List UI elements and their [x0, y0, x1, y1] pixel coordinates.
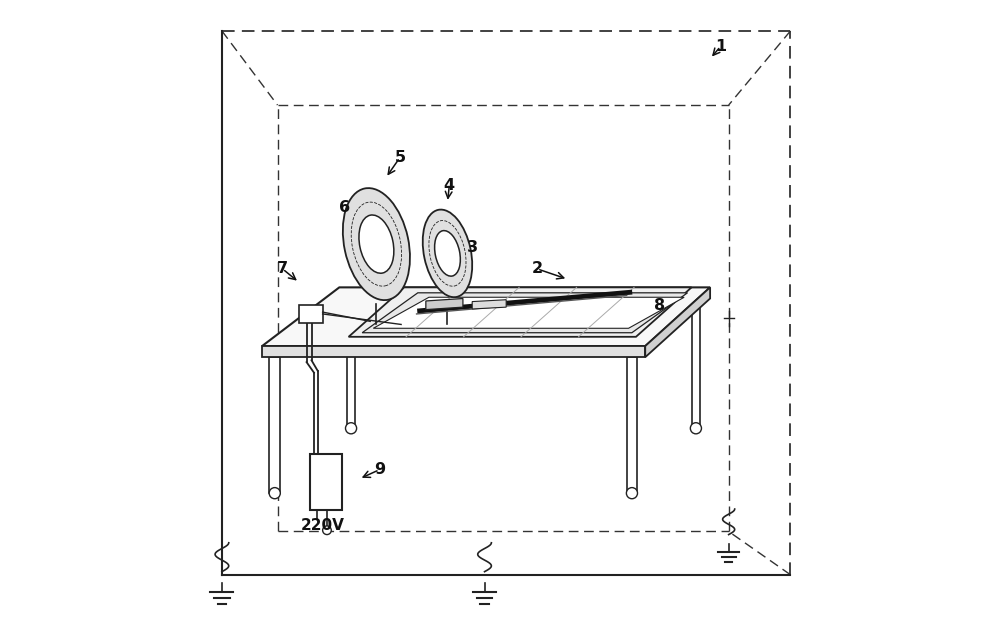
Polygon shape [373, 297, 684, 328]
Polygon shape [627, 357, 637, 493]
Text: 1: 1 [715, 39, 726, 54]
Polygon shape [262, 346, 645, 357]
Ellipse shape [435, 231, 460, 276]
Text: 6: 6 [339, 200, 350, 214]
Circle shape [626, 488, 638, 499]
Text: 7: 7 [277, 261, 288, 276]
Text: 8: 8 [654, 298, 665, 313]
Polygon shape [362, 293, 688, 332]
Text: 9: 9 [374, 462, 385, 477]
Polygon shape [269, 357, 280, 493]
Polygon shape [347, 298, 355, 428]
Text: 5: 5 [394, 150, 405, 165]
Circle shape [323, 526, 331, 535]
Text: 220V: 220V [301, 518, 345, 533]
Polygon shape [262, 287, 710, 346]
Ellipse shape [423, 210, 472, 297]
Polygon shape [472, 300, 506, 309]
Ellipse shape [359, 215, 394, 273]
Polygon shape [349, 287, 692, 337]
Circle shape [269, 488, 280, 499]
Text: 3: 3 [467, 240, 478, 255]
Polygon shape [299, 305, 323, 323]
Polygon shape [692, 298, 700, 428]
Circle shape [690, 423, 701, 434]
Polygon shape [426, 298, 463, 310]
Circle shape [346, 423, 357, 434]
Ellipse shape [343, 188, 410, 300]
Text: 2: 2 [532, 261, 543, 276]
Text: 4: 4 [444, 178, 455, 193]
Polygon shape [310, 454, 342, 510]
Polygon shape [645, 287, 710, 357]
